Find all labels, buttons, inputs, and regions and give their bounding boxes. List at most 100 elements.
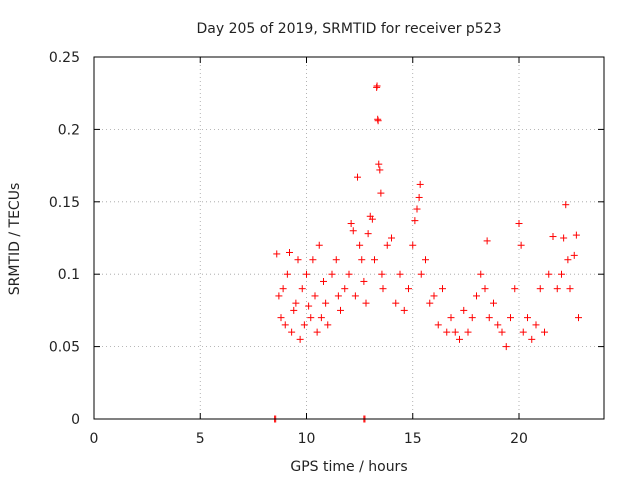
data-point (377, 189, 385, 197)
data-point (524, 314, 531, 322)
data-point (275, 292, 283, 300)
y-tick-label: 0.25 (49, 50, 80, 66)
data-point (545, 270, 553, 278)
data-point (447, 314, 455, 322)
data-point (292, 299, 300, 307)
data-point (413, 205, 421, 213)
data-point (311, 292, 319, 300)
data-point (345, 270, 353, 278)
data-point (392, 299, 400, 307)
data-point (507, 314, 514, 322)
data-point (373, 82, 381, 90)
data-point (317, 314, 325, 322)
data-point (337, 306, 344, 314)
chart-title: Day 205 of 2019, SRMTID for receiver p52… (196, 21, 501, 37)
data-point (528, 335, 536, 343)
x-tick-label: 0 (90, 431, 99, 447)
data-point (416, 180, 424, 188)
data-point (332, 256, 340, 264)
data-point (549, 233, 557, 241)
data-point (313, 328, 321, 336)
data-point (307, 314, 315, 322)
data-point (364, 230, 372, 238)
data-point (371, 256, 378, 264)
data-point (439, 285, 446, 293)
x-tick-label: 10 (298, 431, 316, 447)
data-point (490, 299, 497, 307)
data-point (536, 285, 544, 293)
data-point (541, 328, 548, 336)
data-point (286, 248, 293, 256)
data-points (271, 82, 582, 423)
y-axis-label: SRMTID / TECUs (7, 183, 23, 296)
data-point (481, 285, 489, 293)
data-point (456, 335, 463, 343)
data-point (368, 215, 376, 223)
data-point (283, 270, 291, 278)
data-point (443, 328, 451, 336)
data-point (347, 220, 355, 228)
data-point (351, 292, 359, 300)
data-point (378, 270, 386, 278)
data-point (494, 321, 502, 329)
data-point (324, 321, 332, 329)
data-point (515, 220, 523, 228)
data-point (409, 241, 417, 249)
data-point (502, 343, 510, 351)
data-point (279, 285, 287, 293)
data-point (451, 328, 459, 336)
data-point (422, 256, 429, 264)
data-point (498, 328, 506, 336)
data-point (300, 321, 308, 329)
data-point (360, 277, 368, 285)
data-point (296, 335, 304, 343)
data-point (356, 241, 364, 249)
data-point (417, 270, 425, 278)
data-point (273, 250, 281, 258)
data-point (473, 292, 480, 300)
data-point (349, 227, 357, 235)
data-point (290, 306, 298, 314)
data-point (434, 321, 442, 329)
data-point (405, 285, 412, 293)
y-tick-label: 0.2 (58, 122, 80, 138)
data-point (560, 234, 568, 242)
data-point (334, 292, 342, 300)
data-point (558, 270, 565, 278)
data-point (430, 292, 438, 300)
x-tick-label: 15 (404, 431, 422, 447)
data-point (315, 241, 323, 249)
data-point (362, 299, 370, 307)
data-point (468, 314, 476, 322)
data-point (572, 231, 580, 239)
data-point (341, 285, 349, 293)
data-point (564, 256, 572, 264)
data-point (477, 270, 485, 278)
data-point (517, 241, 525, 249)
data-point (562, 201, 570, 209)
data-point (415, 193, 423, 201)
data-point (553, 285, 561, 293)
data-point (305, 302, 313, 310)
axis-ticks: 0 5 10 15 20 0 0.05 0.1 0.15 0.2 0.25 (49, 50, 604, 447)
data-point (358, 256, 366, 264)
data-point (379, 285, 387, 293)
data-point (320, 277, 327, 285)
data-point (464, 328, 472, 336)
y-tick-label: 0.1 (58, 267, 80, 283)
data-point (298, 285, 306, 293)
y-tick-label: 0 (71, 412, 80, 428)
data-point (575, 314, 582, 322)
data-point (483, 237, 491, 245)
data-point (383, 241, 391, 249)
x-tick-label: 20 (510, 431, 528, 447)
data-point (303, 270, 310, 278)
data-point (277, 314, 285, 322)
x-axis-label: GPS time / hours (290, 459, 407, 475)
plot-frame (93, 56, 605, 420)
data-point (288, 328, 296, 336)
data-point (460, 306, 468, 314)
data-point (411, 217, 419, 225)
data-point (388, 234, 395, 242)
